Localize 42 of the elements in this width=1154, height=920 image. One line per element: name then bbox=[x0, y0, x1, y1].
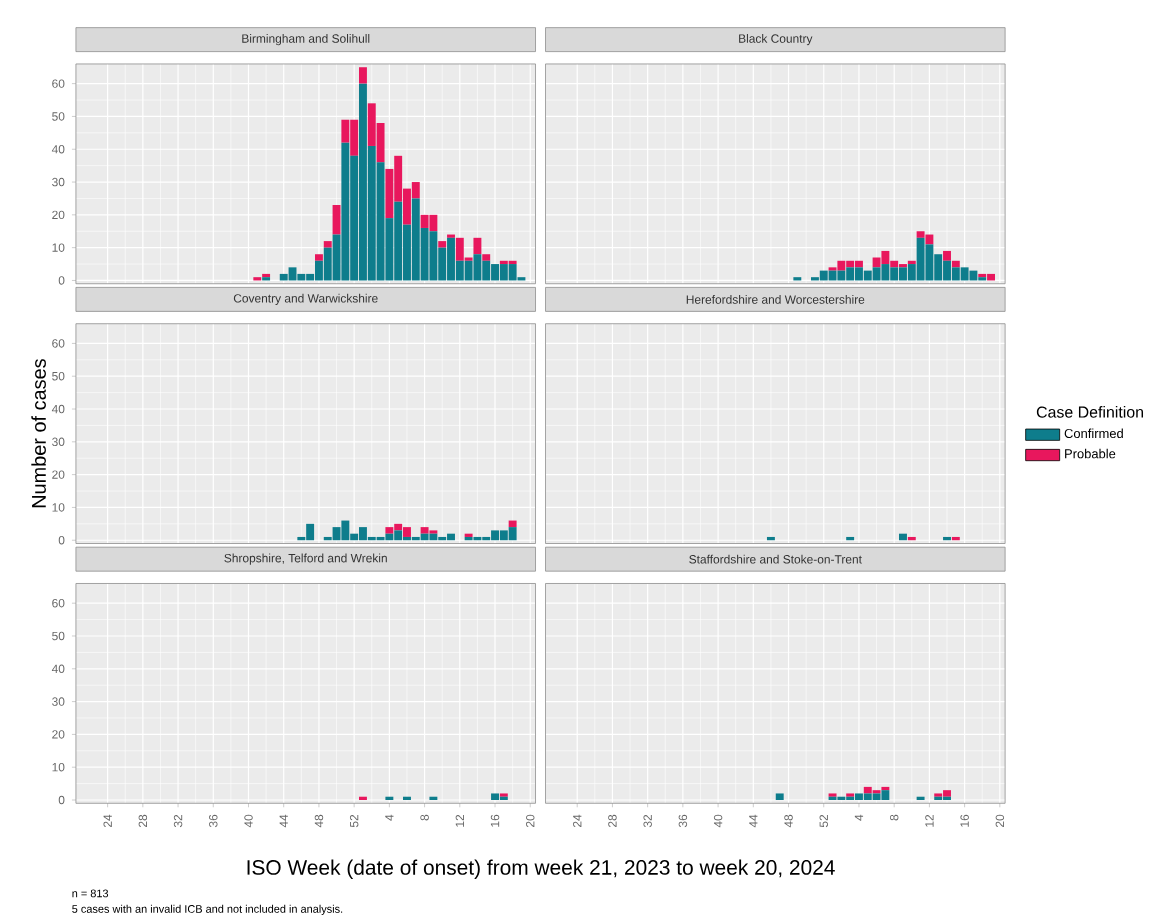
bar bbox=[916, 238, 925, 281]
bar bbox=[508, 527, 517, 541]
bar bbox=[943, 251, 951, 262]
bar bbox=[482, 254, 491, 262]
bar bbox=[837, 271, 846, 281]
bar bbox=[925, 234, 934, 245]
bar bbox=[872, 267, 881, 281]
bar bbox=[438, 241, 447, 249]
bar bbox=[332, 205, 341, 235]
bar bbox=[359, 67, 367, 85]
bar bbox=[341, 520, 350, 541]
bar bbox=[881, 264, 890, 281]
bar bbox=[429, 231, 438, 281]
bar bbox=[297, 274, 306, 281]
x-axis-title: ISO Week (date of onset) from week 21, 2023 to week 20, 2024 bbox=[247, 859, 835, 880]
bar bbox=[916, 231, 925, 239]
bar bbox=[279, 274, 288, 281]
bar bbox=[872, 257, 881, 268]
bar bbox=[420, 534, 429, 541]
bar bbox=[951, 261, 960, 268]
bar bbox=[837, 261, 846, 272]
bar bbox=[925, 244, 934, 281]
bar bbox=[464, 261, 473, 281]
bar bbox=[341, 143, 350, 281]
bar bbox=[828, 271, 837, 281]
bar bbox=[960, 267, 969, 281]
bar bbox=[332, 527, 341, 541]
bar bbox=[314, 254, 323, 262]
bar bbox=[508, 520, 517, 528]
bar bbox=[420, 215, 429, 229]
bar bbox=[473, 238, 482, 255]
bar bbox=[323, 241, 332, 249]
bar bbox=[385, 534, 394, 541]
bar bbox=[473, 254, 482, 281]
bar bbox=[429, 534, 438, 541]
bar bbox=[420, 527, 429, 535]
bar bbox=[508, 264, 517, 281]
y-axis-title: Number of cases bbox=[31, 359, 46, 508]
bar bbox=[969, 271, 978, 281]
bar bbox=[385, 527, 394, 535]
bar bbox=[881, 251, 890, 265]
bar bbox=[429, 215, 438, 232]
